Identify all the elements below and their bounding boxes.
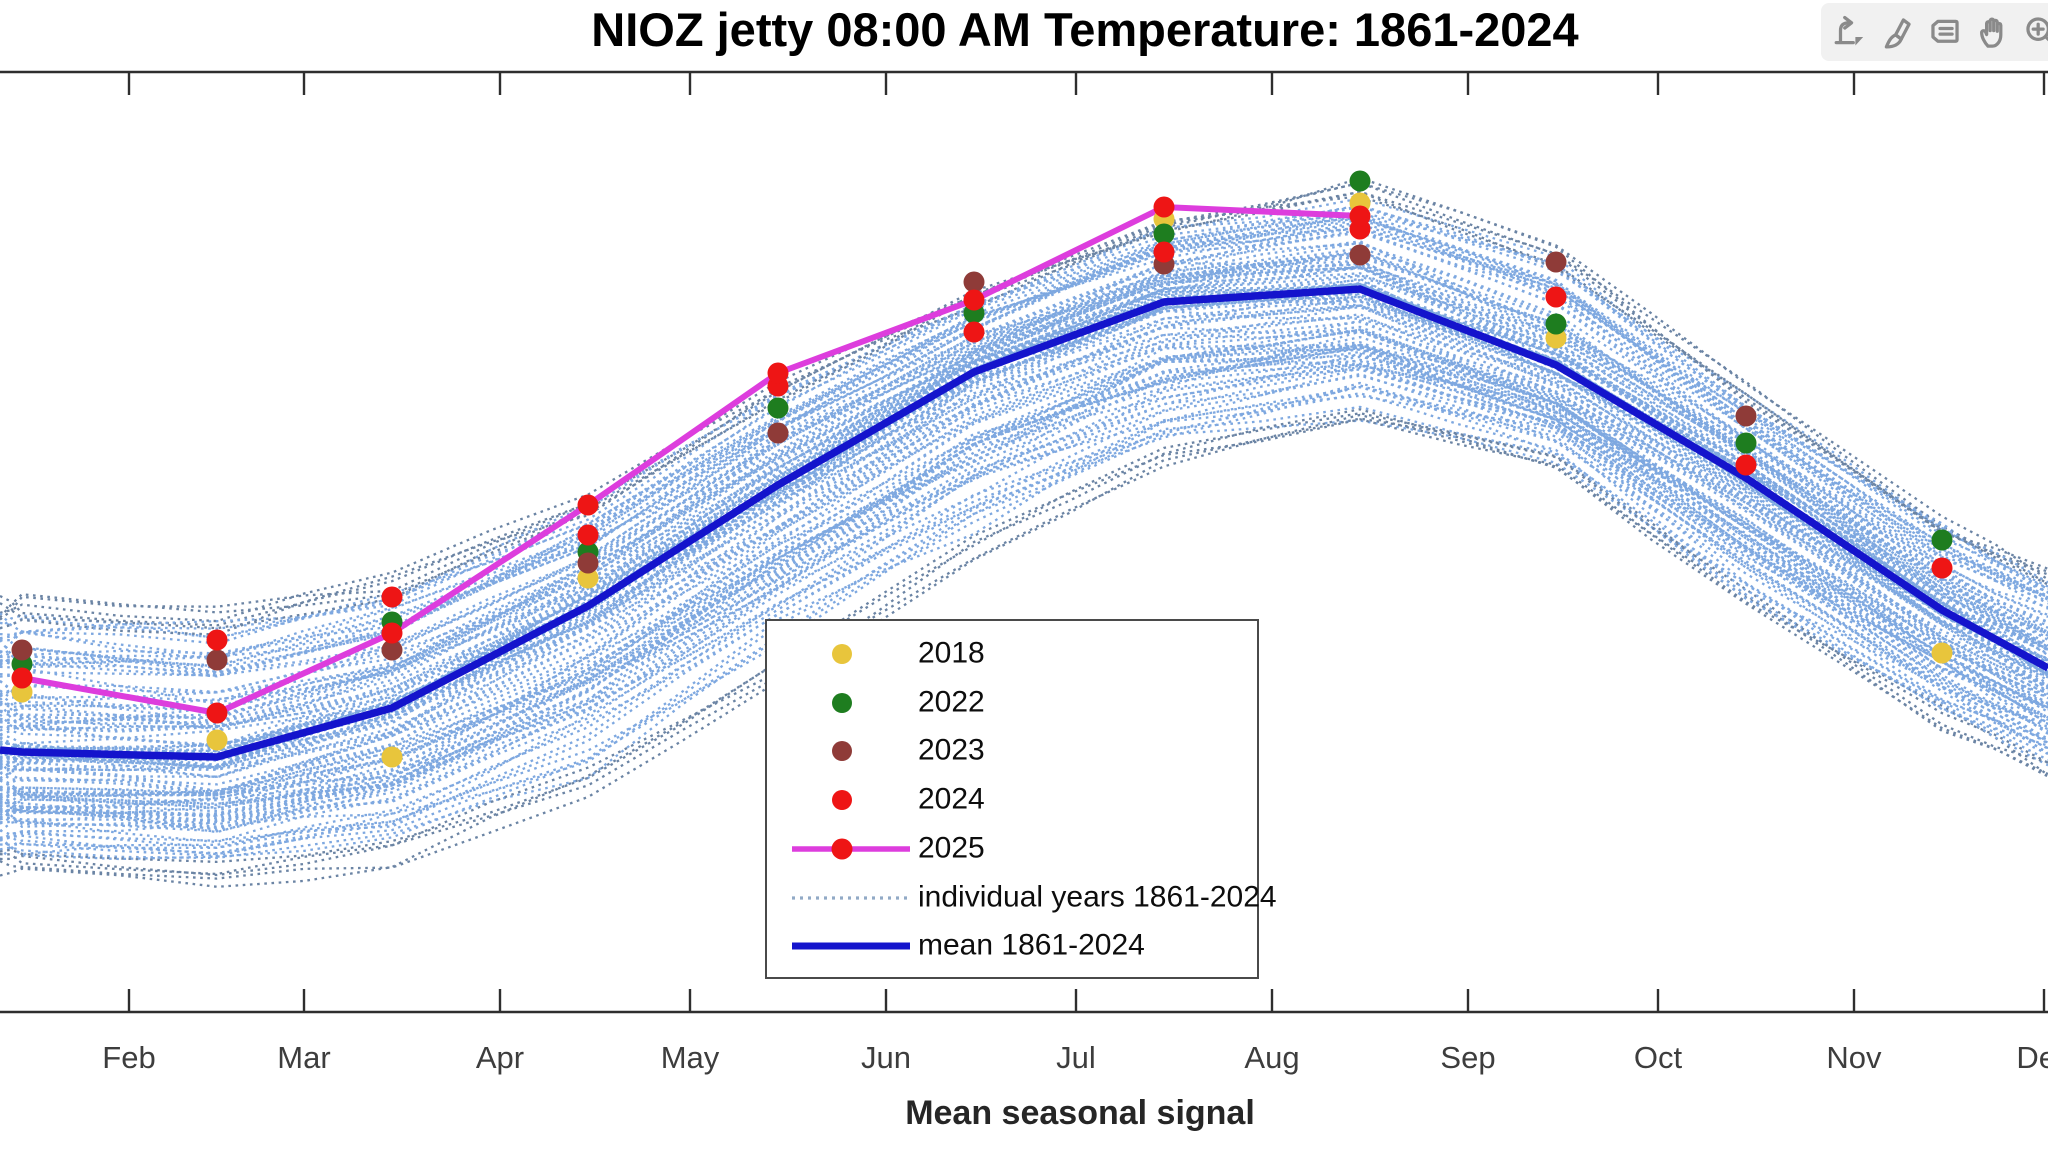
month-tick-label: Aug [1244, 1040, 1299, 1075]
axes [0, 70, 2048, 1014]
legend-label: mean 1861-2024 [918, 928, 1145, 962]
export-icon[interactable] [1825, 6, 1872, 58]
legend-box: 2018 2022 2023 2024 2025 individual years 186… [765, 619, 1277, 979]
legend-label: individual years 1861-2024 [918, 879, 1277, 913]
legend-swatch [832, 692, 852, 713]
legend-entry-individual-years-1861-2024: individual years 1861-2024 [767, 874, 1277, 922]
x-axis-label: Mean seasonal signal [905, 1094, 1255, 1132]
month-tick-label: Dec [2016, 1040, 2048, 1075]
month-tick-label: Apr [476, 1040, 524, 1075]
chart-title: NIOZ jetty 08:00 AM Temperature: 1861-20… [591, 3, 1579, 56]
scatter-2022 [11, 170, 1953, 675]
legend-label: 2024 [918, 782, 985, 816]
legend-swatch [832, 644, 852, 664]
month-tick-label: Feb [102, 1040, 155, 1075]
month-tick-label: Nov [1826, 1040, 1882, 1075]
legend-entry-2023: 2023 [767, 727, 1257, 775]
scatter-2023 [11, 244, 1757, 671]
data-tips-icon[interactable] [1921, 6, 1968, 58]
legend-entry-2024: 2024 [767, 776, 1257, 824]
month-tick-label: May [661, 1040, 720, 1075]
legend-label: 2023 [918, 733, 985, 767]
brush-icon[interactable] [1873, 6, 1920, 58]
axes-toolbar [1821, 3, 2048, 61]
month-tick-label: Jul [1056, 1040, 1096, 1075]
pan-icon[interactable] [1969, 6, 2016, 58]
month-tick-label: Sep [1440, 1040, 1495, 1075]
legend-entry-2022: 2022 [767, 679, 1257, 727]
legend-swatch [792, 838, 910, 860]
mean-line [0, 285, 2048, 761]
legend-entry-2025: 2025 [767, 825, 1257, 873]
zoom-in-icon[interactable] [2017, 6, 2048, 58]
month-tick-label: Mar [277, 1040, 330, 1075]
legend-label: 2025 [918, 831, 985, 865]
legend-swatch [832, 790, 852, 811]
legend-swatch [792, 895, 910, 900]
legend-swatch [832, 741, 852, 762]
legend-swatch [792, 942, 910, 950]
month-tick-label: Oct [1634, 1040, 1683, 1075]
month-tick-label: Jun [861, 1040, 911, 1075]
legend-entry-mean-1861-2024: mean 1861-2024 [767, 922, 1257, 970]
legend-entry-2018: 2018 [767, 630, 1257, 678]
scatter-2025 [11, 196, 1371, 724]
legend-label: 2022 [918, 685, 985, 719]
line-2025 [21, 203, 1361, 717]
legend-label: 2018 [918, 636, 985, 670]
